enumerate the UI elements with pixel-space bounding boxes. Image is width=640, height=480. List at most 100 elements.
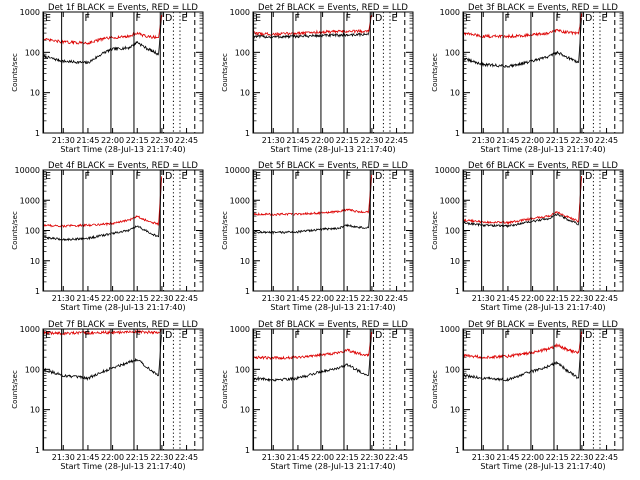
panel-title: Det 4f BLACK = Events, RED = LLD: [48, 161, 198, 171]
x-tick-label: 22:45: [595, 136, 618, 145]
y-tick-label: 10000: [15, 166, 40, 175]
marker-label: D: [375, 171, 382, 182]
x-tick-label: 21:30: [472, 453, 495, 462]
x-tick-label: 21:30: [472, 136, 495, 145]
x-tick-label: 22:30: [570, 453, 593, 462]
marker-label: E: [601, 171, 607, 182]
x-tick-label: 22:30: [570, 136, 593, 145]
plot-frame: [42, 11, 204, 134]
x-tick-label: 22:30: [570, 294, 593, 303]
series-lld-line: [253, 332, 372, 361]
series-lld-line: [43, 176, 162, 229]
x-axis-label: Start Time (28-Jul-13 21:17:40): [270, 303, 395, 312]
series-events-line: [43, 334, 162, 381]
plot-frame: [462, 328, 624, 451]
y-tick-label: 100: [445, 227, 460, 236]
x-tick-label: 21:45: [496, 453, 519, 462]
x-tick-label: 21:30: [472, 294, 495, 303]
y-axis-label: Counts/sec: [221, 211, 229, 250]
x-tick-label: 22:00: [311, 453, 334, 462]
plot-area: [253, 15, 372, 40]
panel-det-3f: Det 3f BLACK = Events, RED = LLD 1 10 100 10…: [431, 3, 624, 154]
y-axis-label: Counts/sec: [11, 53, 19, 92]
marker-label: E: [45, 171, 51, 182]
plot-frame: [462, 169, 624, 292]
x-tick-label: 22:15: [126, 294, 149, 303]
y-tick-label: 100: [235, 227, 250, 236]
y-tick-label: 10: [240, 257, 250, 266]
marker-label: F: [555, 171, 560, 182]
x-tick-label: 22:15: [546, 294, 569, 303]
y-tick-label: 1: [245, 446, 250, 455]
x-tick-label: 22:45: [595, 294, 618, 303]
y-tick-label: 10: [30, 89, 40, 98]
series-events-line: [253, 176, 372, 235]
x-tick-label: 21:45: [76, 453, 99, 462]
x-axis-label: Start Time (28-Jul-13 21:17:40): [270, 145, 395, 154]
marker-label: F: [345, 171, 350, 182]
marker-label: D: [585, 171, 592, 182]
y-axis-label: Counts/sec: [431, 211, 439, 250]
y-tick-label: 100: [25, 227, 40, 236]
y-tick-label: 10: [450, 406, 460, 415]
x-tick-label: 22:00: [101, 453, 124, 462]
x-axis-label: Start Time (28-Jul-13 21:17:40): [60, 462, 185, 471]
y-tick-label: 1: [455, 129, 460, 138]
y-tick-label: 1: [455, 446, 460, 455]
y-tick-label: 1000: [230, 8, 250, 17]
marker-label: E: [181, 171, 187, 182]
marker-label: F: [345, 330, 350, 341]
marker-label: F: [135, 171, 140, 182]
x-tick-label: 21:30: [262, 294, 285, 303]
x-tick-label: 21:30: [52, 136, 75, 145]
x-tick-label: 22:30: [360, 136, 383, 145]
series-lld-line: [463, 13, 582, 39]
marker-label: F: [295, 330, 300, 341]
panel-title: Det 6f BLACK = Events, RED = LLD: [468, 161, 618, 171]
y-axis-label: Counts/sec: [11, 211, 19, 250]
x-tick-label: 22:45: [175, 294, 198, 303]
panel-det-1f: Det 1f BLACK = Events, RED = LLD 1 10 100 10…: [11, 3, 204, 154]
x-tick-label: 21:45: [286, 294, 309, 303]
series-events-line: [463, 176, 582, 229]
x-tick-label: 22:15: [336, 136, 359, 145]
x-tick-label: 22:15: [126, 136, 149, 145]
x-tick-label: 21:30: [262, 453, 285, 462]
marker-label: F: [505, 13, 510, 24]
series-lld-line: [43, 14, 162, 46]
x-tick-label: 22:00: [311, 136, 334, 145]
panel-det-6f: Det 6f BLACK = Events, RED = LLD 1 10 100 10…: [431, 161, 624, 312]
marker-label: E: [391, 171, 397, 182]
y-tick-label: 1: [455, 287, 460, 296]
y-tick-label: 10000: [435, 166, 460, 175]
y-tick-label: 10: [450, 89, 460, 98]
y-tick-label: 100: [235, 365, 250, 374]
x-tick-label: 22:45: [175, 136, 198, 145]
x-tick-label: 21:30: [262, 136, 285, 145]
y-tick-label: 10: [30, 406, 40, 415]
y-tick-label: 1000: [20, 8, 40, 17]
panel-det-9f: Det 9f BLACK = Events, RED = LLD 1 10 100 10…: [431, 320, 624, 471]
marker-label: E: [465, 13, 471, 24]
x-tick-label: 22:30: [150, 294, 173, 303]
y-tick-label: 1: [35, 129, 40, 138]
marker-label: E: [255, 171, 261, 182]
plot-area: [463, 175, 582, 229]
marker-label: E: [601, 330, 607, 341]
series-events-line: [253, 334, 372, 383]
marker-label: D: [585, 13, 592, 24]
x-tick-label: 21:45: [76, 294, 99, 303]
y-tick-label: 10: [30, 257, 40, 266]
plot-area: [253, 332, 372, 383]
y-tick-label: 1000: [440, 196, 460, 205]
y-axis-label: Counts/sec: [221, 370, 229, 409]
marker-label: E: [45, 330, 51, 341]
x-axis-label: Start Time (28-Jul-13 21:17:40): [480, 462, 605, 471]
marker-label: E: [601, 13, 607, 24]
y-tick-label: 1000: [20, 325, 40, 334]
y-tick-label: 100: [235, 48, 250, 57]
series-lld-line: [253, 15, 372, 37]
x-tick-label: 22:00: [521, 294, 544, 303]
marker-label: E: [255, 13, 261, 24]
